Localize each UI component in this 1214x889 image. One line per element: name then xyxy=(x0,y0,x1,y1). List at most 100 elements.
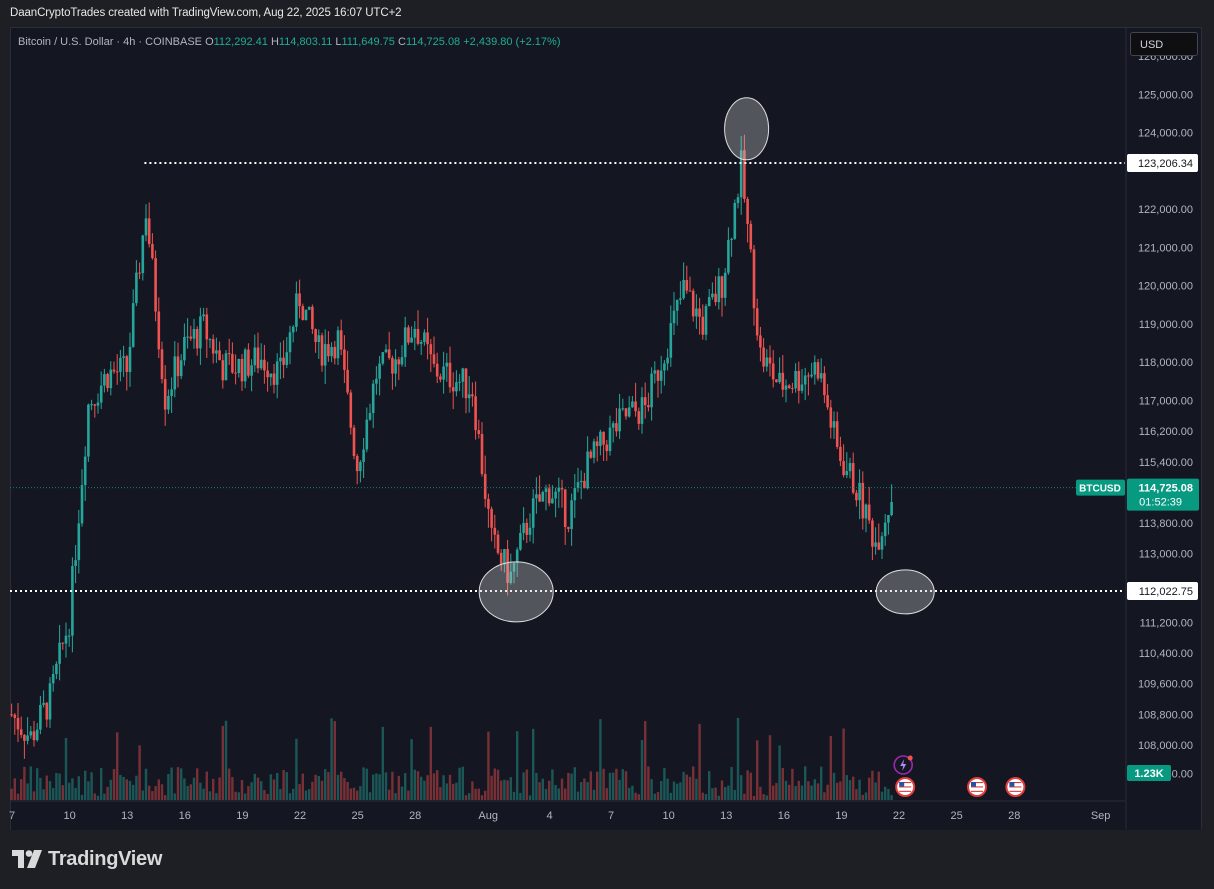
volume-bar xyxy=(564,788,567,800)
tradingview-logo-icon xyxy=(12,850,42,868)
volume-bar xyxy=(839,781,842,800)
candle-body xyxy=(695,308,698,317)
candle-body xyxy=(426,332,429,345)
x-tick-label: 13 xyxy=(720,810,732,822)
candle-body xyxy=(861,482,865,519)
volume-bar xyxy=(10,788,13,800)
volume-bar xyxy=(410,739,413,800)
candle-body xyxy=(717,276,721,303)
volume-bar xyxy=(688,776,692,800)
candle-body xyxy=(29,731,33,736)
candle-body xyxy=(10,714,13,716)
candle-body xyxy=(42,702,45,705)
candle-body xyxy=(208,339,212,341)
candle-body xyxy=(23,734,26,741)
us-flag-icon[interactable] xyxy=(895,777,916,797)
candle-body xyxy=(147,218,151,245)
y-tick-label: 121,000.00 xyxy=(1138,242,1193,254)
candle-body xyxy=(810,374,813,377)
volume-bar xyxy=(372,774,375,800)
volume-bar xyxy=(416,771,420,800)
candle-body xyxy=(173,356,177,390)
candle-body xyxy=(602,431,605,445)
candle-body xyxy=(141,235,145,274)
candle-body xyxy=(829,407,833,428)
candle-body xyxy=(826,395,829,408)
y-tick-label: 119,000.00 xyxy=(1139,319,1193,331)
candle-body xyxy=(816,362,820,379)
volume-bar xyxy=(503,779,506,800)
volume-bar xyxy=(141,790,144,800)
volume-bar xyxy=(247,786,250,800)
candle-body xyxy=(525,522,529,535)
low-value: 111,649.75 xyxy=(341,36,395,48)
volume-bar xyxy=(512,791,516,800)
volume-bar xyxy=(842,728,845,800)
volume-bar xyxy=(96,795,100,800)
candle-body xyxy=(247,349,250,376)
volume-bar xyxy=(519,792,522,800)
volume-bar xyxy=(336,774,340,800)
y-tick-label: 113,800.00 xyxy=(1139,518,1193,530)
candle-body xyxy=(624,408,628,417)
candle-body xyxy=(160,349,164,380)
volume-bar xyxy=(381,726,384,800)
volume-bar xyxy=(567,772,570,800)
volume-bar xyxy=(71,778,74,800)
candle-body xyxy=(128,346,132,372)
candle-body xyxy=(688,290,692,292)
candle-body xyxy=(762,347,765,367)
candle-body xyxy=(544,488,548,492)
candle-body xyxy=(650,373,653,408)
chart-panel[interactable] xyxy=(10,27,1202,831)
volume-bar xyxy=(404,773,407,800)
candle-body xyxy=(71,566,74,636)
volume-bar xyxy=(298,784,301,800)
volume-bar xyxy=(260,781,263,800)
volume-bar xyxy=(855,789,858,800)
volume-bar xyxy=(148,785,151,800)
volume-bar xyxy=(500,780,503,800)
volume-bar xyxy=(698,723,701,800)
volume-bar xyxy=(823,792,826,800)
volume-bar xyxy=(173,793,176,800)
candle-body xyxy=(455,382,458,392)
currency-button[interactable]: USD xyxy=(1130,32,1198,56)
volume-bar xyxy=(832,772,836,800)
candle-body xyxy=(480,433,484,474)
candle-body xyxy=(304,309,308,321)
volume-bar xyxy=(45,775,48,800)
volume-bar xyxy=(228,768,231,800)
volume-bar xyxy=(116,732,119,800)
candle-body xyxy=(727,239,730,273)
candle-body xyxy=(739,150,743,198)
volume-bar xyxy=(55,773,58,800)
candle-body xyxy=(883,522,887,537)
lightning-event-icon[interactable] xyxy=(893,755,914,775)
us-flag-icon[interactable] xyxy=(967,777,987,797)
volume-bar xyxy=(602,768,605,800)
x-tick-label: Aug xyxy=(478,810,498,822)
candle-body xyxy=(451,387,455,392)
candle-body xyxy=(573,488,577,501)
volume-bar xyxy=(461,766,464,800)
candle-body xyxy=(410,337,413,343)
volume-bar xyxy=(535,772,538,800)
x-tick-label: 25 xyxy=(951,810,963,822)
candle-body xyxy=(122,356,125,358)
volume-bar xyxy=(692,766,695,800)
candle-body xyxy=(240,358,244,382)
candle-body xyxy=(615,423,618,432)
x-tick-label: 13 xyxy=(121,810,133,822)
candle-body xyxy=(512,562,516,572)
us-flag-icon[interactable] xyxy=(1005,777,1026,797)
volume-bar xyxy=(333,721,336,800)
highlight-ellipse xyxy=(875,569,935,615)
volume-bar xyxy=(468,793,471,800)
volume-bar xyxy=(135,775,138,800)
volume-bar xyxy=(848,780,852,800)
volume-bar xyxy=(224,720,228,800)
tradingview-logo[interactable]: TradingView xyxy=(12,848,162,870)
x-tick-label: 19 xyxy=(236,810,248,822)
